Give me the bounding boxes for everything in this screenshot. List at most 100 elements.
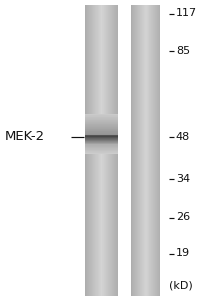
Bar (113, 4, 114, 296)
Bar (92, 4, 93, 296)
Bar (131, 4, 132, 296)
Bar (85, 145, 118, 146)
Bar (154, 4, 155, 296)
Bar (85, 114, 118, 115)
Bar (85, 133, 118, 134)
Bar (156, 4, 157, 296)
Bar (85, 129, 118, 130)
Bar (136, 4, 137, 296)
Bar (85, 153, 118, 154)
Bar (157, 4, 158, 296)
Bar (136, 4, 137, 296)
Bar (85, 127, 118, 128)
Bar (156, 4, 157, 296)
Bar (107, 4, 108, 296)
Bar (139, 4, 140, 296)
Bar (103, 4, 104, 296)
Bar (85, 141, 118, 142)
Bar (146, 4, 147, 296)
Bar (85, 119, 118, 120)
Bar (85, 130, 118, 131)
Bar (85, 147, 118, 148)
Bar (149, 4, 150, 296)
Bar (88, 4, 89, 296)
Bar (85, 130, 118, 131)
Bar (138, 4, 139, 296)
Bar (89, 4, 90, 296)
Bar (85, 144, 118, 145)
Bar (85, 126, 118, 127)
Bar (85, 118, 118, 119)
Bar (113, 4, 114, 296)
Bar (107, 4, 108, 296)
Bar (116, 4, 117, 296)
Bar (87, 4, 88, 296)
Bar (106, 4, 107, 296)
Bar (146, 4, 147, 296)
Bar (149, 4, 150, 296)
Bar (85, 138, 118, 139)
Bar (85, 139, 118, 140)
Text: 48: 48 (176, 131, 190, 142)
Bar (134, 4, 135, 296)
Bar (85, 118, 118, 120)
Bar (85, 134, 118, 135)
Bar (85, 146, 118, 147)
Bar (102, 4, 103, 296)
Bar (87, 4, 88, 296)
Bar (85, 124, 118, 125)
Bar (85, 133, 118, 134)
Bar (85, 122, 118, 123)
Bar (85, 143, 118, 144)
Bar (85, 148, 118, 149)
Bar (85, 134, 118, 135)
Bar (137, 4, 138, 296)
Bar (94, 4, 95, 296)
Bar (85, 131, 118, 132)
Bar (85, 150, 118, 151)
Bar (143, 4, 144, 296)
Text: MEK-2: MEK-2 (4, 130, 45, 143)
Bar (153, 4, 154, 296)
Bar (85, 135, 118, 136)
Bar (154, 4, 155, 296)
Text: (kD): (kD) (169, 280, 193, 291)
Bar (117, 4, 118, 296)
Bar (85, 114, 118, 116)
Bar (85, 137, 118, 138)
Bar (85, 133, 118, 134)
Bar (155, 4, 156, 296)
Bar (93, 4, 94, 296)
Bar (85, 151, 118, 152)
Bar (103, 4, 104, 296)
Bar (133, 4, 134, 296)
Bar (85, 126, 118, 127)
Bar (85, 144, 118, 145)
Bar (85, 129, 118, 130)
Bar (108, 4, 109, 296)
Bar (140, 4, 141, 296)
Bar (85, 123, 118, 124)
Bar (85, 128, 118, 129)
Bar (90, 4, 91, 296)
Bar (85, 120, 118, 121)
Text: 117: 117 (176, 8, 197, 19)
Bar (100, 4, 101, 296)
Bar (85, 143, 118, 144)
Text: 85: 85 (176, 46, 190, 56)
Bar (135, 4, 136, 296)
Bar (91, 4, 92, 296)
Bar (98, 4, 99, 296)
Bar (97, 4, 98, 296)
Bar (85, 147, 118, 148)
Bar (85, 115, 118, 116)
Bar (85, 135, 118, 136)
Bar (85, 148, 118, 149)
Bar (85, 141, 118, 142)
Bar (95, 4, 96, 296)
Bar (85, 144, 118, 145)
Bar (96, 4, 97, 296)
Bar (115, 4, 116, 296)
Bar (101, 4, 102, 296)
Bar (85, 4, 86, 296)
